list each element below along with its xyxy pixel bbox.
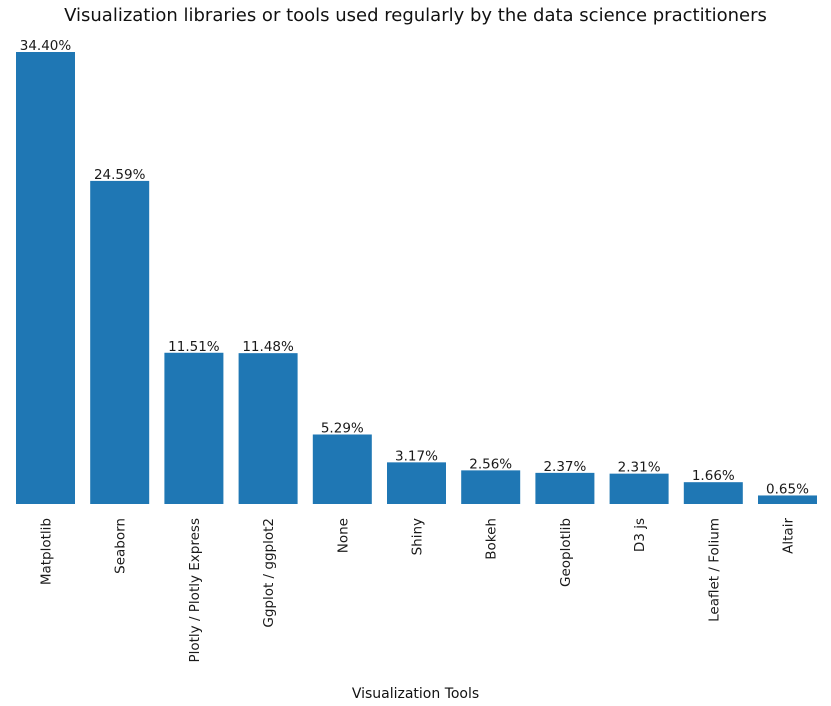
bar-value-label-0: 34.40% xyxy=(20,38,72,54)
x-tick-label-5: Shiny xyxy=(410,518,426,555)
x-tick-label-4: None xyxy=(335,518,351,553)
x-tick-label-10: Altair xyxy=(781,518,797,554)
bar-value-label-2: 11.51% xyxy=(168,339,220,355)
bar-10 xyxy=(758,495,817,504)
bar-value-label-9: 1.66% xyxy=(692,468,735,484)
bar-value-label-3: 11.48% xyxy=(242,339,294,355)
bar-value-label-5: 3.17% xyxy=(395,448,438,464)
bar-value-label-7: 2.37% xyxy=(543,459,586,475)
x-tick-label-3: Ggplot / ggplot2 xyxy=(261,518,277,628)
bar-7 xyxy=(535,472,595,504)
bar-9 xyxy=(683,482,743,504)
bar-value-label-6: 2.56% xyxy=(469,456,512,472)
chart-title: Visualization libraries or tools used re… xyxy=(64,5,767,26)
bar-8 xyxy=(609,473,669,504)
x-axis-label: Visualization Tools xyxy=(351,686,480,702)
x-tick-label-6: Bokeh xyxy=(484,518,500,560)
x-tick-label-8: D3 js xyxy=(632,518,648,552)
bar-value-label-1: 24.59% xyxy=(94,167,146,183)
x-tick-label-9: Leaflet / Folium xyxy=(706,518,722,622)
bar-4 xyxy=(312,434,372,504)
bar-1 xyxy=(90,180,150,504)
bar-value-label-8: 2.31% xyxy=(618,460,661,476)
bar-2 xyxy=(164,352,224,504)
bar-3 xyxy=(238,353,298,504)
x-tick-label-1: Seaborn xyxy=(113,518,129,574)
x-tick-label-2: Plotly / Plotly Express xyxy=(187,518,203,663)
bar-value-label-10: 0.65% xyxy=(766,481,809,497)
bar-0 xyxy=(16,52,75,504)
x-tick-label-0: Matplotlib xyxy=(39,518,55,585)
bar-5 xyxy=(387,462,446,504)
bar-value-label-4: 5.29% xyxy=(321,420,364,436)
x-tick-label-7: Geoplotlib xyxy=(558,518,574,587)
bar-6 xyxy=(461,470,521,504)
